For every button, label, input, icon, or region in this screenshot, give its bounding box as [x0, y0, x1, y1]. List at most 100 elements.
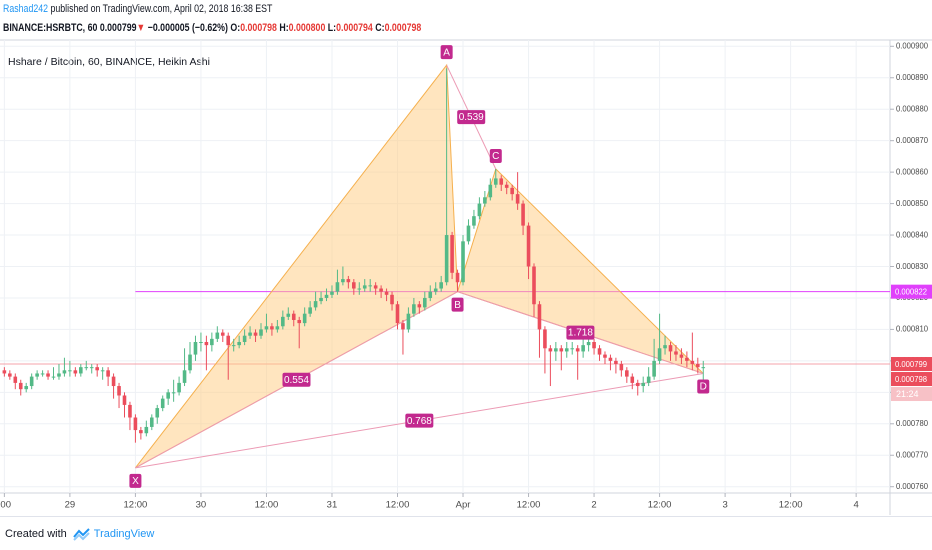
y-tick-label: 0.000830	[896, 261, 928, 271]
logo	[72, 528, 90, 541]
y-tick-label: 0.000860	[896, 166, 928, 176]
ratio-label-box	[282, 372, 311, 387]
y-tick-label: 0.000850	[896, 198, 928, 208]
hline-label-box	[891, 284, 932, 299]
candle-body	[592, 342, 596, 349]
candle-body	[575, 348, 580, 352]
change: −0.000005 (−0.62%)	[147, 22, 228, 34]
candle-body	[614, 360, 618, 365]
candle-body	[439, 282, 443, 289]
candle-body	[581, 345, 585, 352]
pattern-point-label: X	[132, 476, 139, 487]
candle-body	[177, 382, 181, 393]
candle-body	[417, 304, 422, 308]
x-tick-label: 3	[722, 500, 727, 511]
candle-body	[133, 417, 138, 431]
candle-body	[679, 354, 684, 358]
candle-body	[264, 326, 269, 330]
y-tick-label: 0.000780	[896, 418, 928, 428]
candle-body	[559, 348, 564, 352]
candle-body	[237, 342, 241, 346]
candle-body	[543, 329, 547, 349]
price-label: 0.000799	[895, 359, 927, 369]
candle-body	[226, 335, 231, 346]
candle-body	[199, 342, 203, 343]
y-tick-label: 0.000770	[896, 450, 928, 460]
ratio-label-box	[405, 413, 434, 428]
candle-body	[564, 348, 569, 352]
pattern-point-label-box	[489, 148, 502, 163]
candle-body	[597, 348, 602, 355]
candle-body	[166, 392, 170, 399]
hline-label: 0.000822	[895, 286, 927, 296]
candle-body	[62, 370, 67, 374]
candle-body	[412, 304, 416, 314]
candle-body	[450, 235, 454, 273]
pattern-point-label: B	[454, 300, 461, 311]
candle-body	[275, 326, 280, 330]
candle-body	[608, 357, 613, 361]
candle-body	[466, 225, 471, 242]
y-tick-label: 0.000840	[896, 229, 928, 239]
candle-body	[444, 235, 449, 283]
candle-body	[504, 184, 509, 188]
candle-body	[210, 338, 214, 346]
candle-body	[84, 367, 89, 369]
ohlc-value: 0.000798	[384, 22, 422, 34]
candle-body	[537, 304, 542, 330]
ratio-label-box	[457, 110, 486, 125]
candle-body	[242, 335, 247, 342]
candle-body	[73, 370, 78, 374]
candle-body	[18, 382, 23, 390]
author[interactable]: Rashad242	[3, 3, 49, 15]
candle-body	[674, 351, 678, 355]
candle-body	[701, 367, 706, 369]
candle-body	[259, 329, 263, 336]
candle-body	[532, 266, 536, 305]
ratio-label: 0.554	[284, 375, 309, 386]
candle-body	[690, 360, 695, 365]
ratio-label: 0.768	[407, 416, 432, 427]
candle-body	[188, 354, 192, 371]
ohlc-value: 0.000798	[240, 22, 277, 34]
candle-body	[499, 178, 504, 185]
candle-body	[117, 386, 121, 396]
candle-body	[346, 279, 351, 283]
x-tick-label: 31	[327, 500, 338, 511]
candle-body	[270, 326, 274, 330]
candle-body	[330, 291, 334, 295]
candle-body	[149, 417, 154, 427]
x-tick-label: :00	[0, 500, 11, 511]
candle-body	[663, 345, 667, 349]
candle-body	[521, 203, 525, 226]
candle-body	[155, 408, 160, 418]
price-label-box	[891, 357, 932, 372]
candle-body	[395, 304, 400, 324]
candle-body	[357, 288, 362, 290]
candle-body	[657, 348, 662, 361]
candle-body	[635, 382, 640, 387]
candle-body	[379, 288, 383, 292]
ratio-label: 1.718	[568, 328, 593, 339]
x-tick-label: 30	[196, 500, 207, 511]
candle-body	[297, 319, 302, 324]
y-tick-label: 0.000880	[896, 103, 928, 113]
candle-body	[646, 376, 651, 383]
candle-body	[79, 367, 83, 374]
x-tick-label: 4	[853, 500, 858, 511]
candle-body	[362, 285, 367, 289]
brand[interactable]: TradingView	[93, 528, 155, 540]
symbol: BINANCE:HSRBTC, 60	[3, 22, 98, 34]
pattern-point-label-box	[129, 473, 142, 488]
candle-body	[100, 370, 105, 372]
candle-body	[46, 373, 50, 377]
candle-body	[603, 354, 607, 358]
ohlc-value: 0.000794	[336, 22, 373, 34]
ohlc-key: O:	[230, 22, 241, 34]
candle-body	[401, 323, 405, 330]
candle-body	[515, 194, 520, 204]
candle-body	[384, 291, 389, 295]
y-tick-label: 0.000760	[896, 481, 928, 491]
candle-body	[253, 332, 258, 336]
